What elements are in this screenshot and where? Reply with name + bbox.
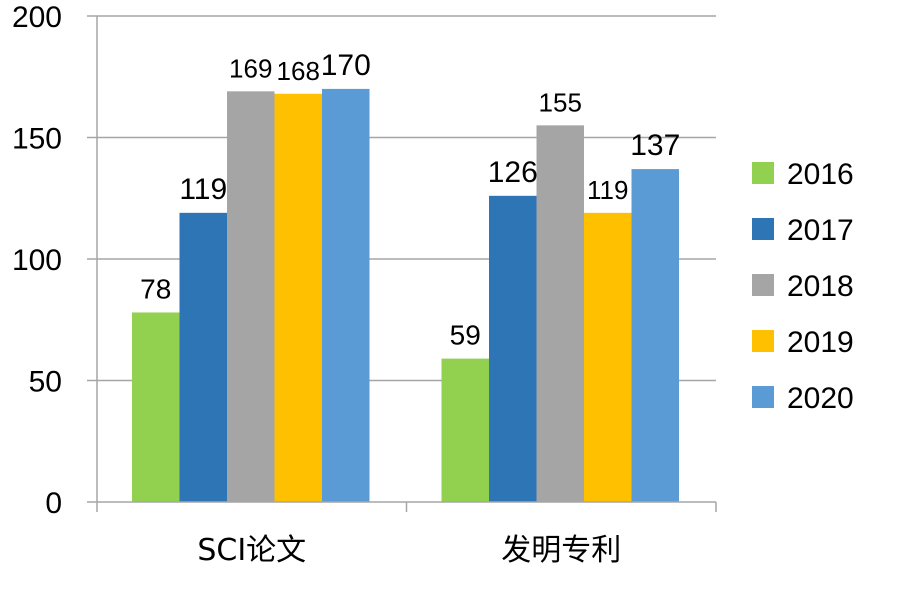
- data-label-2020-1: 137: [630, 129, 680, 162]
- y-tick-label-200: 200: [12, 1, 62, 34]
- data-label-2017-0: 119: [179, 173, 227, 206]
- legend-swatch-2018: [752, 274, 774, 296]
- data-label-2016-1: 59: [450, 320, 481, 351]
- legend-swatch-2019: [752, 330, 774, 352]
- bar-2018-0: [227, 91, 275, 502]
- legend-label-2020: 2020: [787, 382, 854, 415]
- data-label-2019-0: 168: [277, 56, 320, 86]
- legend: 2016 2017 2018 2019 2020: [752, 158, 854, 415]
- bar-2019-1: [584, 212, 632, 502]
- bar-2016-0: [132, 312, 180, 502]
- bar-2016-1: [441, 358, 489, 502]
- legend-swatch-2017: [752, 218, 774, 240]
- legend-label-2019: 2019: [787, 326, 854, 359]
- y-tick-label-150: 150: [12, 123, 62, 156]
- y-tick-label-100: 100: [12, 244, 62, 277]
- y-axis-tick-labels: 0 50 100 150 200: [12, 1, 62, 520]
- data-label-2018-0: 169: [229, 53, 272, 83]
- legend-swatch-2016: [752, 162, 774, 184]
- bar-2017-1: [489, 195, 537, 502]
- legend-label-2017: 2017: [787, 214, 854, 247]
- y-tick-label-50: 50: [29, 366, 62, 399]
- x-axis-category-labels: SCI论文 发明专利: [197, 533, 621, 568]
- data-label-2020-0: 170: [321, 49, 371, 82]
- data-label-2016-0: 78: [140, 273, 171, 304]
- bar-2018-1: [536, 125, 584, 502]
- category-label-0: SCI论文: [197, 533, 306, 568]
- legend-label-2016: 2016: [787, 158, 854, 191]
- y-tick-label-0: 0: [45, 487, 62, 520]
- bar-2020-0: [322, 88, 370, 503]
- legend-swatch-2020: [752, 386, 774, 408]
- axes: [87, 15, 717, 512]
- bars: [132, 88, 679, 503]
- data-label-2018-1: 155: [539, 87, 582, 117]
- bar-2020-1: [631, 169, 679, 502]
- bar-2019-0: [274, 93, 322, 502]
- data-label-2019-1: 119: [587, 175, 628, 205]
- legend-label-2018: 2018: [787, 270, 854, 303]
- data-label-2017-1: 126: [488, 156, 538, 189]
- category-label-1: 发明专利: [501, 533, 621, 568]
- bar-2017-0: [179, 212, 227, 502]
